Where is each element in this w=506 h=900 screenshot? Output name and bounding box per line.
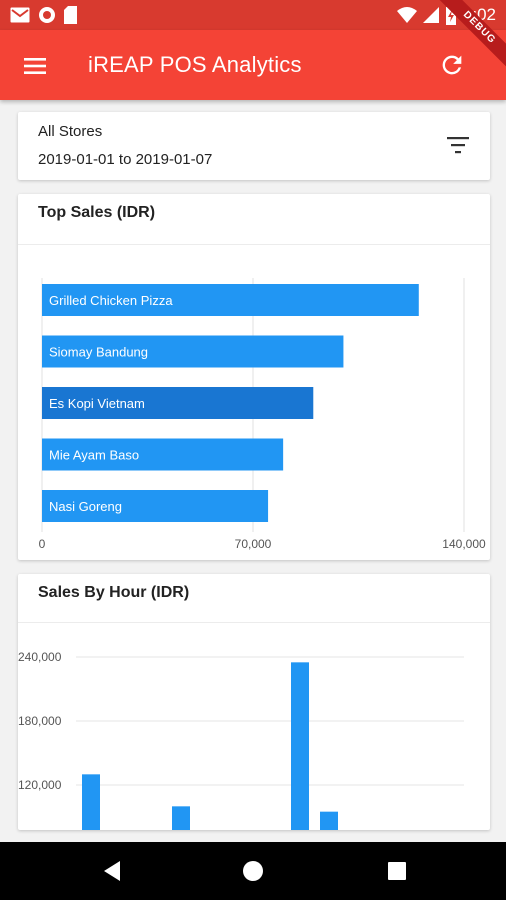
status-bar: 5:02 <box>0 0 506 30</box>
y-tick-label: 180,000 <box>18 714 62 728</box>
y-tick-label: 120,000 <box>18 778 62 792</box>
debug-banner: DEBUG <box>434 0 506 73</box>
y-tick-label: 240,000 <box>18 650 62 664</box>
status-left-icons <box>10 6 78 24</box>
x-tick-label: 140,000 <box>442 537 486 551</box>
bar-label: Mie Ayam Baso <box>49 448 139 463</box>
sales-by-hour-title: Sales By Hour (IDR) <box>38 584 190 601</box>
filter-list-icon[interactable] <box>446 135 470 155</box>
bar[interactable] <box>42 387 314 419</box>
navigation-bar <box>0 842 506 900</box>
recents-icon[interactable] <box>385 859 409 883</box>
signal-icon <box>422 7 439 23</box>
bar-label: Es Kopi Vietnam <box>49 396 145 411</box>
menu-icon[interactable] <box>22 52 50 80</box>
bar-label: Nasi Goreng <box>49 499 122 514</box>
bar[interactable] <box>42 490 269 522</box>
sales-by-hour-chart: 240,000 180,000 120,000 <box>18 650 464 830</box>
bar[interactable] <box>42 284 419 316</box>
app-title: iREAP POS Analytics <box>88 52 302 77</box>
store-label: All Stores <box>38 123 103 140</box>
bar[interactable] <box>42 335 344 368</box>
back-icon[interactable] <box>100 859 124 883</box>
bar[interactable] <box>172 806 190 830</box>
bar[interactable] <box>42 438 284 471</box>
x-tick-label: 70,000 <box>235 537 272 551</box>
date-range: 2019-01-01 to 2019-01-07 <box>38 151 213 168</box>
filter-card[interactable]: All Stores 2019-01-01 to 2019-01-07 <box>18 112 490 180</box>
bar-label: Siomay Bandung <box>49 345 148 360</box>
gmail-icon <box>10 7 30 23</box>
card-divider <box>18 244 490 245</box>
bar[interactable] <box>320 811 338 830</box>
top-sales-chart: 0 70,000 140,000 Grilled Chicken Pizza Sioma… <box>39 278 486 551</box>
home-icon[interactable] <box>241 859 265 883</box>
sd-card-icon <box>64 6 77 24</box>
x-tick-label: 0 <box>39 537 46 551</box>
wifi-icon <box>396 7 417 23</box>
bar[interactable] <box>82 774 100 830</box>
sales-by-hour-card: Sales By Hour (IDR) 240,000 180,000 120,00… <box>18 574 490 830</box>
top-sales-title: Top Sales (IDR) <box>38 204 156 221</box>
top-sales-card: Top Sales (IDR) 0 70,000 140,000 Grilled Ch… <box>18 194 490 560</box>
debug-banner-container: DEBUG <box>426 0 506 80</box>
bar-label: Grilled Chicken Pizza <box>49 293 173 308</box>
card-divider <box>18 622 490 623</box>
bar[interactable] <box>291 662 309 830</box>
circle-notification-icon <box>39 7 55 23</box>
app-bar: iREAP POS Analytics <box>0 30 506 100</box>
